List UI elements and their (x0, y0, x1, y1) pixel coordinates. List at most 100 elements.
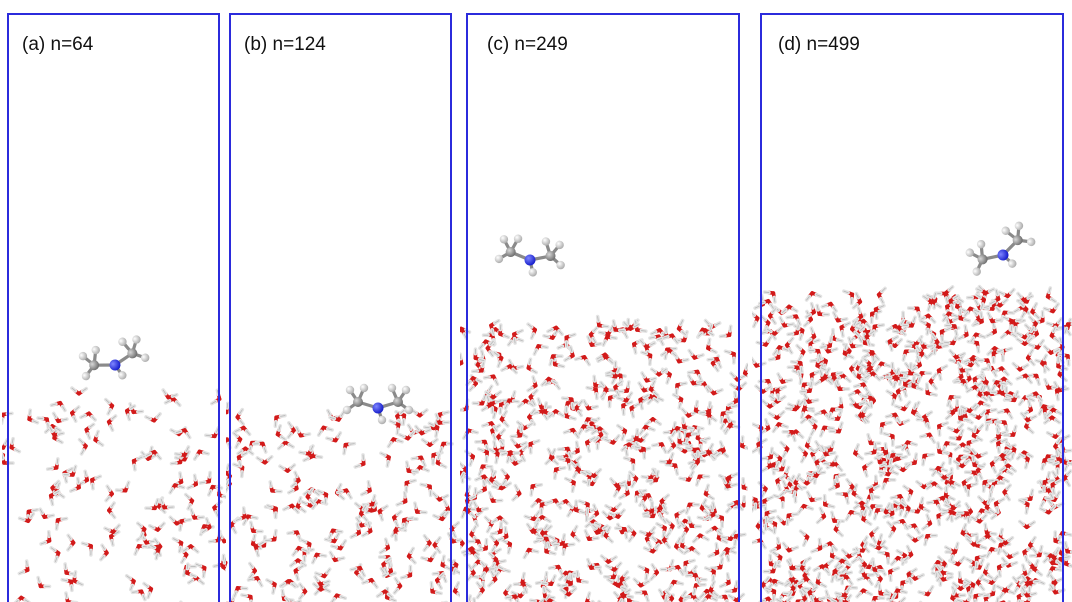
water-molecule (603, 337, 616, 345)
water-molecule (687, 575, 699, 583)
water-molecule (836, 521, 843, 535)
water-molecule (2, 413, 12, 423)
water-molecule (464, 430, 477, 438)
water-molecule (1044, 304, 1058, 311)
water-molecule (200, 473, 210, 483)
water-molecule (931, 374, 936, 388)
water-molecule (62, 580, 72, 591)
water-layer (0, 388, 233, 602)
water-molecule (109, 503, 115, 517)
water-molecule (824, 456, 837, 464)
water-molecule (812, 539, 820, 551)
water-molecule (846, 512, 859, 520)
water-molecule (770, 309, 776, 323)
water-molecule (700, 403, 710, 413)
water-molecule (687, 504, 699, 513)
water-molecule (500, 325, 508, 337)
water-molecule (237, 410, 243, 424)
water-molecule (904, 486, 911, 500)
water-molecule (898, 598, 904, 602)
water-molecule (1004, 485, 1010, 499)
water-molecule (668, 438, 674, 452)
water-molecule (751, 358, 764, 366)
water-molecule (144, 584, 151, 598)
panels (0, 14, 1072, 602)
water-molecule (1020, 521, 1034, 527)
panel (0, 331, 233, 602)
water-molecule (879, 552, 888, 563)
water-molecule (379, 506, 386, 520)
water-molecule (412, 410, 426, 416)
water-molecule (1032, 304, 1039, 318)
water-molecule (512, 440, 526, 447)
water-molecule (490, 450, 498, 463)
panel-label: (a) n=64 (22, 34, 94, 55)
water-molecule (412, 457, 425, 465)
water-molecule (1003, 551, 1017, 558)
water-molecule (266, 531, 276, 541)
water-molecule (858, 577, 872, 584)
water-molecule (436, 415, 448, 423)
water-molecule (530, 441, 538, 453)
water-molecule (101, 545, 107, 559)
water-molecule (117, 482, 129, 490)
water-molecule (991, 290, 999, 303)
water-molecule (150, 523, 164, 530)
water-molecule (721, 326, 731, 336)
water-molecule (1047, 410, 1061, 416)
water-molecule (415, 503, 426, 512)
water-molecule (474, 512, 481, 526)
water-molecule (395, 579, 401, 593)
water-molecule (788, 561, 801, 569)
water-molecule (728, 392, 736, 405)
water-molecule (555, 468, 565, 478)
water-molecule (11, 439, 19, 452)
water-molecule (818, 573, 826, 586)
water-molecule (180, 520, 190, 530)
water-molecule (577, 572, 587, 582)
water-molecule (896, 402, 910, 409)
water-molecule (81, 413, 95, 420)
water-molecule (421, 484, 430, 495)
water-molecule (514, 584, 526, 592)
water-molecule (991, 429, 999, 442)
water-molecule (664, 335, 678, 342)
water-molecule (943, 443, 956, 451)
water-molecule (774, 496, 783, 508)
water-molecule (991, 482, 1003, 490)
water-molecule (38, 578, 49, 587)
water-molecule (402, 566, 411, 577)
water-molecule (807, 328, 814, 342)
water-molecule (1048, 431, 1062, 437)
water-molecule (313, 555, 326, 563)
water-molecule (390, 421, 398, 434)
water-molecule (48, 459, 58, 469)
water-molecule (807, 437, 814, 451)
water-molecule (602, 556, 616, 562)
water-molecule (239, 453, 247, 466)
water-molecule (855, 445, 862, 459)
water-molecule (837, 494, 848, 503)
panel-label: (b) n=124 (244, 34, 326, 55)
water-molecule (479, 449, 487, 461)
water-molecule (756, 386, 770, 392)
water-molecule (896, 464, 910, 470)
water-molecule (566, 334, 575, 346)
water-molecule (694, 535, 708, 541)
water-molecule (300, 446, 313, 454)
water-molecule (908, 535, 922, 541)
water-molecule (629, 527, 635, 541)
water-molecule (729, 595, 743, 601)
water-molecule (807, 293, 821, 300)
water-molecule (453, 330, 466, 338)
water-molecule (381, 539, 389, 552)
water-molecule (883, 480, 895, 489)
water-molecule (483, 423, 497, 430)
water-molecule (438, 454, 446, 467)
simulation-box (230, 14, 451, 602)
water-molecule (295, 566, 303, 579)
water-molecule (987, 323, 995, 336)
water-molecule (762, 448, 772, 458)
water-molecule (250, 564, 256, 578)
water-molecule (606, 504, 620, 510)
